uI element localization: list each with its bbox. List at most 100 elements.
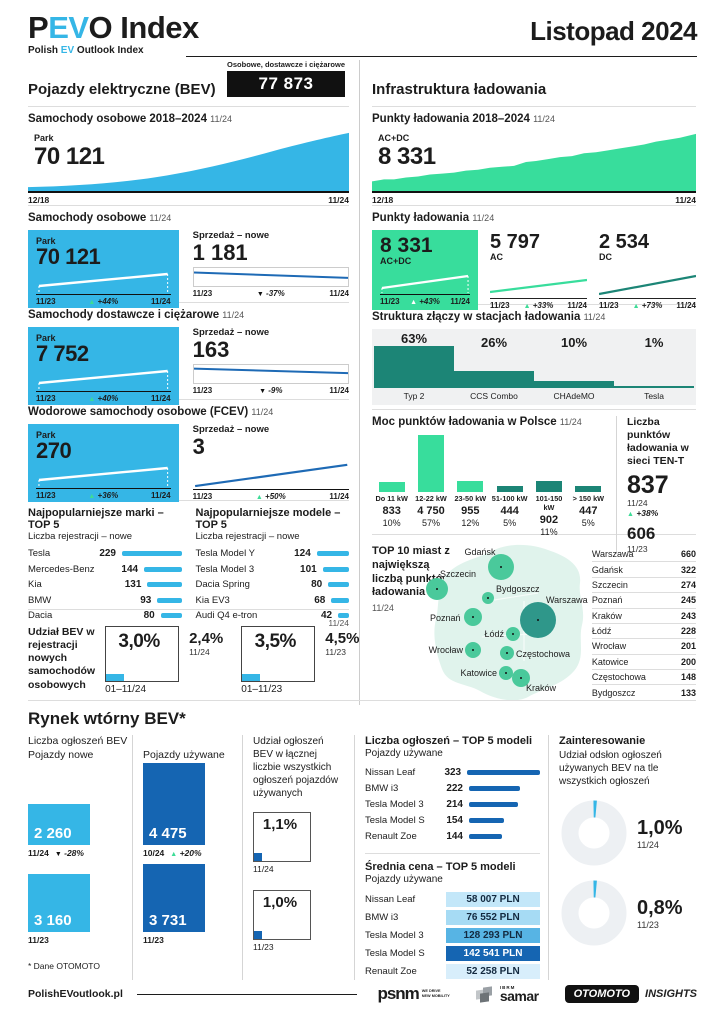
- power-value: 4 750: [417, 505, 445, 517]
- park-value: 270: [36, 438, 72, 463]
- share-mini-square: [254, 853, 262, 861]
- city-name: Kraków: [591, 610, 622, 621]
- city-name: Bydgoszcz: [591, 687, 636, 698]
- brand-name: Mercedes-Benz: [28, 563, 95, 575]
- connector-cell: 63% Typ 2: [374, 329, 454, 405]
- period-end: 11/24: [676, 301, 696, 310]
- top-brands: Najpopularniejsze marki – TOP 5 Liczba r…: [28, 507, 182, 624]
- change-value: +36%: [97, 491, 119, 500]
- period-start: 11/23: [36, 491, 56, 500]
- share-period: 11/23: [253, 942, 274, 952]
- up-arrow-icon: ▲: [88, 299, 96, 306]
- model-name: Audi Q4 e-tron: [195, 610, 258, 622]
- city-row: Łódź 228: [591, 624, 696, 640]
- share-side-period: 11/24: [189, 647, 210, 657]
- psnm-tagline: WE DRIVE NEW MOBILITY: [421, 989, 450, 998]
- change-value: +44%: [97, 297, 119, 306]
- city-value: 660: [680, 549, 696, 560]
- period-end: 11/24: [151, 394, 171, 403]
- city-row: Częstochowa 148: [591, 670, 696, 686]
- block-change: -28%: [64, 848, 84, 858]
- park-value: 7 752: [36, 341, 89, 366]
- passenger-cars-section: Samochody osobowe 11/24 Park 70 121 11/2…: [28, 206, 349, 308]
- listing-bar: [469, 833, 503, 839]
- brand-name: BMW: [28, 594, 52, 606]
- period-end: 11/24: [450, 297, 470, 306]
- prices-subtitle: Pojazdy używane: [365, 874, 443, 885]
- otomoto-insights-logo: OTOMOTO INSIGHTS: [560, 985, 697, 1006]
- share-box-ytd-previous: 3,5% 01–11/23: [241, 626, 316, 695]
- section-date: 11/24: [222, 310, 245, 320]
- used-current-block: 4 475: [143, 763, 205, 845]
- period-start: 11/23: [36, 297, 56, 306]
- park-card: Park 7 752 11/23 ▲ +40% 11/24: [28, 327, 179, 405]
- listing-name: Renault Zoe: [365, 830, 417, 842]
- top-brands-subtitle: Liczba rejestracji – nowe: [28, 531, 133, 542]
- donut-period: 11/23: [637, 919, 659, 930]
- donut-pct: 0,8%: [637, 896, 683, 919]
- period-start: 11/23: [192, 289, 213, 299]
- top-brands-title: Najpopularniejsze marki – TOP 5: [28, 507, 164, 531]
- model-name: Dacia Spring: [195, 579, 250, 591]
- brand-value: 144: [121, 563, 139, 575]
- city-row: Kraków 243: [591, 609, 696, 624]
- city-value: 228: [680, 626, 696, 637]
- x-end: 11/24: [675, 195, 696, 205]
- map-label-warszawa: Warszawa: [546, 595, 588, 605]
- park-value: 70 121: [36, 244, 101, 269]
- change-value: -9%: [268, 386, 283, 396]
- power-bar: [378, 482, 405, 492]
- power-cell: Do 11 kW 833 10%: [372, 434, 411, 537]
- power-bar: [496, 486, 523, 492]
- share-side-previous: 4,5% 11/23: [325, 626, 359, 695]
- cities-section: TOP 10 miast z największą liczbą punktów…: [372, 535, 696, 705]
- insights-wordmark: INSIGHTS: [645, 988, 697, 1000]
- change-value: +40%: [97, 394, 119, 403]
- city-name: Częstochowa: [591, 672, 646, 683]
- brand-name: Kia: [28, 579, 42, 591]
- interest-subtitle: Udział odsłon ogłoszeń używanych BEV na …: [559, 750, 662, 787]
- sales-label: Sprzedaż – nowe: [192, 327, 270, 338]
- brand-name: Tesla: [28, 548, 51, 560]
- tent-block: Liczba punktów ładowania w sieci TEN-T 8…: [616, 416, 696, 554]
- park-label: Park: [36, 236, 56, 246]
- city-value: 322: [680, 564, 696, 575]
- samar-ibrm: IBRM: [499, 985, 516, 991]
- price-model-name: Renault Zoe: [365, 965, 417, 977]
- power-bar: [457, 480, 484, 492]
- city-value: 133: [680, 687, 696, 698]
- top-used-models-column: Liczba ogłoszeń – TOP 5 modeli Pojazdy u…: [354, 735, 548, 980]
- header-rule: [186, 56, 697, 57]
- park-sparkline: [36, 365, 171, 391]
- new-current-block: 2 260: [28, 804, 90, 845]
- site-link[interactable]: PolishEVoutlook.pl: [28, 988, 123, 1000]
- power-range: Do 11 kW: [375, 494, 408, 503]
- sales-card: Sprzedaż – nowe 163 11/23 ▼ -9% 11/24: [192, 327, 349, 405]
- bev-column: Pojazdy elektryczne (BEV) Osobowe, dosta…: [28, 60, 360, 705]
- block-value: 3 731: [149, 912, 187, 929]
- section-date: 11/24: [210, 114, 233, 124]
- new-previous-block: 3 160: [28, 874, 90, 932]
- connector-chart: 63% Typ 2 26% CCS Combo 10%: [372, 329, 696, 405]
- used-previous-block: 3 731: [143, 864, 205, 932]
- donut-chart: [561, 880, 627, 946]
- issue-date: Listopad 2024: [530, 16, 697, 46]
- psnm-wordmark: psnm: [377, 984, 419, 1003]
- bev-total-badge: Osobowe, dostawcze i ciężarowe 77 873: [227, 60, 345, 97]
- model-row: Dacia Spring 80: [195, 577, 349, 593]
- connector-cell: 26% CCS Combo: [454, 329, 534, 405]
- trend-label: Park: [34, 133, 54, 143]
- power-section: Moc punktów ładowania w Polsce 11/24 Do …: [372, 410, 696, 554]
- city-name: Warszawa: [591, 549, 634, 560]
- section-date: 11/24: [251, 407, 274, 417]
- model-value: 101: [300, 563, 317, 575]
- city-row: Poznań 245: [591, 593, 696, 609]
- bev-area-chart: Park 70 121: [28, 131, 349, 193]
- model-value: 80: [311, 579, 323, 591]
- price-row: Renault Zoe 52 258 PLN: [365, 962, 540, 980]
- interest-column: Zainteresowanie Udział odsłon ogłoszeń u…: [548, 735, 696, 980]
- section-title: Samochody osobowe: [28, 212, 147, 224]
- listing-bar: [469, 817, 505, 823]
- section-date: 11/24: [149, 213, 172, 223]
- brand-value: 229: [99, 548, 116, 560]
